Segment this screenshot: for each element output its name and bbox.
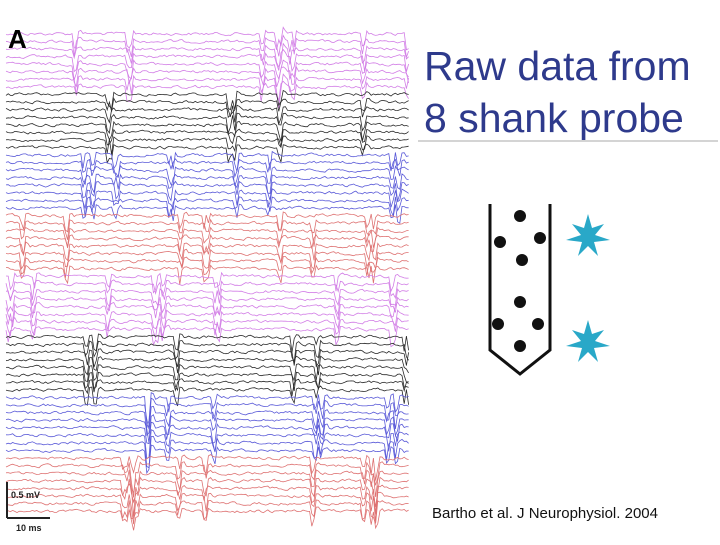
channel-trace [5, 128, 409, 149]
shank-trace-group [5, 392, 409, 475]
channel-trace [5, 158, 409, 179]
channel-trace [5, 355, 409, 376]
shank-trace-group [5, 211, 409, 285]
channel-trace [5, 112, 409, 135]
channel-trace [5, 324, 409, 348]
channel-trace [5, 339, 409, 364]
channel-trace [5, 385, 409, 407]
channel-trace [5, 429, 409, 460]
channel-trace [5, 48, 409, 73]
channel-trace [5, 301, 409, 322]
channel-trace [5, 42, 409, 68]
channel-trace [5, 287, 409, 308]
scale-bar-voltage-label: 0.5 mV [11, 490, 41, 500]
neuron-icon [566, 214, 610, 256]
slide-title-line-1: Raw data from [424, 43, 691, 89]
channel-trace [5, 233, 409, 257]
shank-trace-group [5, 26, 409, 109]
channel-trace [5, 348, 409, 368]
channel-trace [5, 421, 409, 445]
channel-trace [5, 435, 409, 469]
channel-trace [5, 173, 409, 194]
slide-title-line-2: 8 shank probe [424, 95, 684, 141]
channel-trace [5, 248, 409, 271]
channel-trace [5, 405, 409, 437]
slide-title: Raw data from 8 shank probe [424, 40, 720, 144]
channel-trace [5, 271, 409, 294]
probe-diagram [488, 204, 610, 376]
channel-trace [5, 256, 409, 278]
shank-trace-group [5, 454, 409, 531]
channel-trace [5, 26, 409, 57]
recording-site [514, 210, 526, 222]
shank-trace-group [5, 89, 409, 164]
channel-trace [5, 294, 409, 318]
probe-shank-outline [488, 204, 552, 376]
title-divider [418, 140, 718, 142]
channel-trace [5, 104, 409, 126]
shank-trace-group [5, 271, 409, 348]
channel-trace [5, 316, 409, 340]
scale-bar-time-label: 10 ms [16, 523, 42, 533]
probe-recording-sites [492, 210, 546, 352]
channel-trace [5, 363, 409, 383]
scale-bar: 0.5 mV 10 ms [0, 478, 60, 538]
raw-traces-panel [5, 26, 409, 531]
channel-trace [5, 150, 409, 172]
channel-trace [5, 483, 409, 518]
channel-trace [5, 73, 409, 109]
channel-trace [5, 491, 409, 525]
recording-site [494, 236, 506, 248]
recording-site [514, 296, 526, 308]
panel-label: A [8, 24, 27, 54]
channel-trace [5, 34, 409, 58]
channel-trace [5, 414, 409, 443]
channel-trace [5, 196, 409, 218]
channel-trace [5, 333, 409, 353]
channel-trace [5, 218, 409, 240]
citation: Bartho et al. J Neurophysiol. 2004 [432, 505, 658, 522]
channel-trace [5, 58, 409, 81]
recording-site [516, 254, 528, 266]
channel-trace [5, 469, 409, 497]
channel-trace [5, 120, 409, 142]
channel-trace [5, 97, 409, 119]
channel-trace [5, 499, 409, 524]
channel-trace [5, 444, 409, 475]
raw-traces-plot [5, 26, 409, 531]
channel-trace [5, 180, 409, 202]
channel-trace [5, 143, 409, 164]
channel-trace [5, 89, 409, 111]
recording-site [492, 318, 504, 330]
channel-trace [5, 279, 409, 300]
shank-trace-group [5, 333, 409, 407]
recording-site [534, 232, 546, 244]
channel-trace [5, 309, 409, 332]
channel-trace [5, 371, 409, 392]
channel-trace [5, 392, 409, 429]
channel-trace [5, 377, 409, 396]
channel-trace [5, 397, 409, 430]
channel-trace [5, 226, 409, 248]
recording-site [532, 318, 544, 330]
channel-trace [5, 506, 409, 531]
channel-trace [5, 80, 409, 103]
channel-trace [5, 264, 409, 285]
neuron-icon [566, 320, 610, 362]
channel-trace [5, 135, 409, 155]
channel-trace [5, 241, 409, 264]
channel-trace [5, 461, 409, 498]
recording-site [514, 340, 526, 352]
channel-trace [5, 188, 409, 211]
channel-trace [5, 65, 409, 88]
channel-trace [5, 164, 409, 187]
shank-trace-group [5, 150, 409, 224]
channel-trace [5, 454, 409, 481]
channel-trace [5, 203, 409, 224]
channel-trace [5, 211, 409, 233]
